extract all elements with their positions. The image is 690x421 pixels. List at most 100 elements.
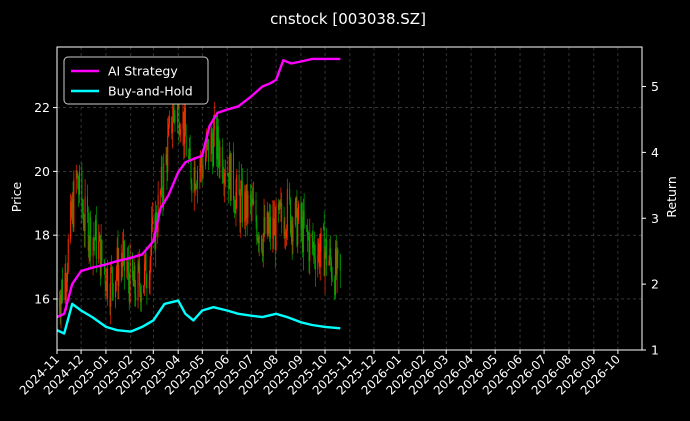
candle-body xyxy=(309,233,311,261)
candle-body xyxy=(93,238,95,240)
candle-body xyxy=(165,154,167,164)
candle-body xyxy=(135,294,137,301)
candle-body xyxy=(269,217,271,239)
candle-body xyxy=(99,235,101,242)
candle-body xyxy=(84,196,86,231)
candle-body xyxy=(268,225,270,234)
candle-body xyxy=(314,259,316,270)
candle-body xyxy=(264,217,266,234)
candle-body xyxy=(245,184,247,220)
candle-body xyxy=(334,279,336,296)
y-tick-label-right: 1 xyxy=(651,343,659,358)
candle-body xyxy=(73,179,75,228)
candle-body xyxy=(86,196,88,213)
candle-body xyxy=(88,242,90,251)
candle-body xyxy=(263,217,265,235)
candle-body xyxy=(161,166,163,195)
candle-body xyxy=(258,236,260,244)
candle-body xyxy=(172,107,174,122)
candle-body xyxy=(90,217,92,257)
candle-body xyxy=(70,202,72,240)
candle-body xyxy=(65,272,67,292)
candle-body xyxy=(132,276,134,287)
candle-body xyxy=(168,124,170,136)
candle-body xyxy=(129,255,131,302)
candle-body xyxy=(250,198,252,207)
candle-body xyxy=(295,197,297,202)
candle-body xyxy=(318,243,320,267)
candle-body xyxy=(272,217,274,239)
y-axis-label-left: Price xyxy=(9,181,24,212)
candle-body xyxy=(229,154,231,190)
candle-body xyxy=(184,107,186,144)
candle-body xyxy=(208,139,210,162)
candle-body xyxy=(87,212,89,251)
candle-body xyxy=(210,133,212,162)
candle-body xyxy=(163,163,165,201)
candle-body xyxy=(133,265,135,287)
candle-body xyxy=(151,224,153,249)
candle-body xyxy=(324,252,326,276)
candle-body xyxy=(150,248,152,261)
legend: AI Strategy Buy-and-Hold xyxy=(63,56,209,105)
candle-body xyxy=(286,230,288,238)
candle-body xyxy=(314,244,316,260)
candle-body xyxy=(140,292,142,303)
candle-body xyxy=(213,117,215,130)
candle-body xyxy=(196,171,198,188)
candle-body xyxy=(173,107,175,115)
candle-body xyxy=(247,194,249,218)
candle-body xyxy=(219,146,221,167)
candle-body xyxy=(149,260,151,281)
candle-body xyxy=(160,190,162,195)
candle-body xyxy=(105,283,107,292)
candle-body xyxy=(109,297,111,307)
candle-body xyxy=(222,176,224,179)
y-tick-label-left: 22 xyxy=(34,100,50,115)
candle-body xyxy=(273,219,275,236)
candle-body xyxy=(106,268,108,292)
candle-body xyxy=(185,135,187,156)
candle-body xyxy=(126,270,128,272)
candle-body xyxy=(127,262,129,280)
y-axis-label-right: Return xyxy=(664,176,679,217)
candle-body xyxy=(318,243,320,255)
candle-body xyxy=(253,200,255,204)
candle-body xyxy=(297,220,299,246)
candle-body xyxy=(239,195,241,223)
candle-body xyxy=(277,204,279,211)
y-tick-label-right: 3 xyxy=(651,211,659,226)
candle-body xyxy=(81,171,83,208)
candle-body xyxy=(326,239,328,266)
candle-body xyxy=(257,237,259,244)
candle-body xyxy=(191,183,193,193)
candle-body xyxy=(137,263,139,301)
candle-body xyxy=(66,281,68,292)
candle-body xyxy=(176,106,178,122)
candle-body xyxy=(139,286,141,303)
candle-body xyxy=(330,261,332,279)
candle-body xyxy=(118,265,120,287)
y-tick-label-left: 20 xyxy=(34,164,50,179)
candle-body xyxy=(339,254,341,271)
candle-body xyxy=(233,200,235,210)
candle-body xyxy=(241,180,243,222)
chart-title: cnstock [003038.SZ] xyxy=(270,10,426,28)
candle-body xyxy=(61,280,63,295)
candle-body xyxy=(66,270,68,282)
candle-body xyxy=(168,117,170,125)
candle-body xyxy=(320,228,322,252)
candle-body xyxy=(283,220,285,236)
candle-body xyxy=(75,172,77,180)
candle-body xyxy=(212,143,214,166)
candle-body xyxy=(292,224,294,242)
candle-body xyxy=(112,284,114,297)
candle-body xyxy=(331,278,333,280)
candle-body xyxy=(291,220,293,242)
legend-label: Buy-and-Hold xyxy=(108,84,193,99)
candle-body xyxy=(120,262,122,266)
candle-body xyxy=(302,210,304,253)
candle-body xyxy=(330,248,332,262)
